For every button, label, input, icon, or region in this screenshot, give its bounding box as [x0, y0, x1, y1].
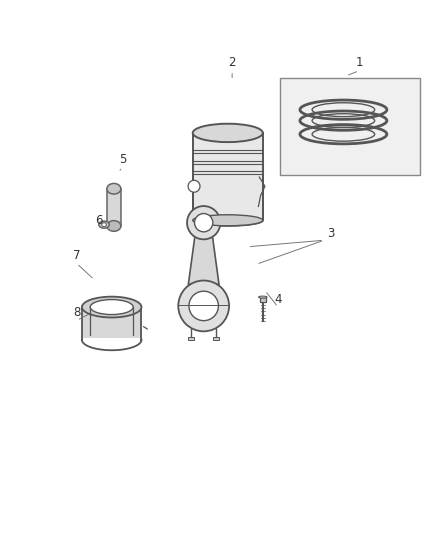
- Text: 6: 6: [95, 214, 102, 227]
- Ellipse shape: [193, 215, 263, 226]
- Circle shape: [188, 180, 200, 192]
- Text: 4: 4: [274, 293, 282, 306]
- Polygon shape: [188, 236, 219, 284]
- Text: 3: 3: [327, 227, 334, 240]
- Text: 8: 8: [73, 306, 80, 319]
- Bar: [213, 337, 219, 340]
- Text: 7: 7: [73, 249, 81, 262]
- Ellipse shape: [82, 297, 141, 318]
- Bar: [280, 78, 420, 174]
- Ellipse shape: [107, 183, 121, 194]
- Circle shape: [187, 206, 220, 239]
- Bar: [260, 297, 265, 302]
- Polygon shape: [193, 133, 263, 220]
- Ellipse shape: [90, 300, 133, 314]
- Polygon shape: [107, 189, 121, 226]
- Text: 1: 1: [355, 56, 363, 69]
- Ellipse shape: [99, 221, 109, 228]
- Ellipse shape: [107, 221, 121, 231]
- Circle shape: [194, 214, 213, 232]
- Polygon shape: [82, 307, 141, 337]
- Circle shape: [189, 291, 219, 321]
- Bar: [188, 337, 194, 340]
- Ellipse shape: [193, 124, 263, 142]
- Ellipse shape: [258, 296, 267, 298]
- Ellipse shape: [102, 223, 106, 227]
- Circle shape: [178, 280, 229, 332]
- Text: 2: 2: [228, 56, 236, 69]
- Text: 5: 5: [119, 152, 126, 166]
